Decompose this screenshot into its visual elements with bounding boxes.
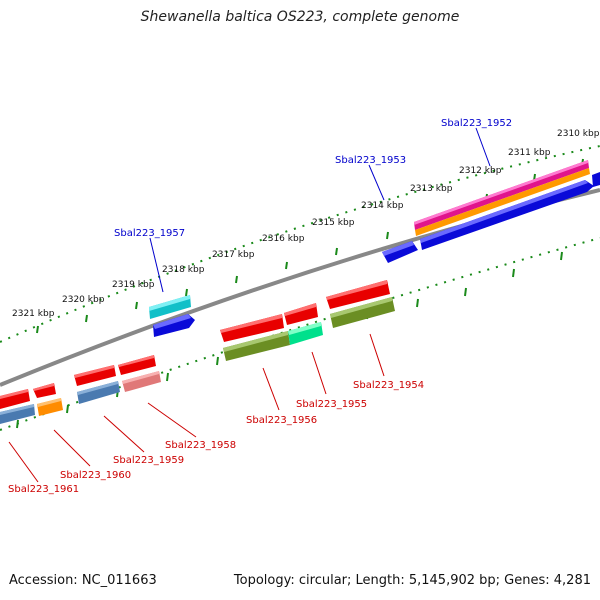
forward-leader-lines xyxy=(149,127,491,293)
gene-feature-red[interactable] xyxy=(118,355,156,375)
tick-label: 2315 kbp xyxy=(312,218,355,228)
reverse-gene-labels: Sbal223_1961 Sbal223_1960 Sbal223_1959 S… xyxy=(8,380,424,495)
gene-label[interactable]: Sbal223_1958 xyxy=(165,440,236,451)
outer-scale-line xyxy=(0,145,600,343)
reverse-features xyxy=(0,280,395,424)
tick-label: 2316 kbp xyxy=(262,234,305,244)
forward-features xyxy=(149,160,600,337)
gene-feature-blue[interactable] xyxy=(592,172,600,187)
reverse-leader-lines xyxy=(8,333,385,483)
gene-label[interactable]: Sbal223_1961 xyxy=(8,484,79,495)
accession-text: Accession: NC_011663 xyxy=(9,573,157,588)
tick-label: 2320 kbp xyxy=(62,295,105,305)
map-title: Shewanella baltica OS223, complete genom… xyxy=(140,9,460,25)
tick-label: 2321 kbp xyxy=(12,309,55,319)
gene-feature-blue[interactable] xyxy=(420,180,594,250)
genome-backbone xyxy=(0,188,600,387)
gene-feature-red[interactable] xyxy=(74,365,116,386)
scale-tick-labels: 2321 kbp 2320 kbp 2319 kbp 2318 kbp 2317… xyxy=(12,129,600,319)
gene-feature-orange[interactable] xyxy=(415,168,590,236)
tick-label: 2312 kbp xyxy=(459,166,502,176)
gene-label[interactable]: Sbal223_1955 xyxy=(296,399,367,410)
gene-label[interactable]: Sbal223_1953 xyxy=(335,155,406,166)
gene-feature-red[interactable] xyxy=(0,389,30,409)
gene-label[interactable]: Sbal223_1957 xyxy=(114,228,185,239)
gene-label[interactable]: Sbal223_1954 xyxy=(353,380,424,391)
tick-label: 2318 kbp xyxy=(162,265,205,275)
tick-label: 2313 kbp xyxy=(410,184,453,194)
genome-summary-text: Topology: circular; Length: 5,145,902 bp… xyxy=(233,573,591,588)
tick-label: 2317 kbp xyxy=(212,250,255,260)
gene-label[interactable]: Sbal223_1956 xyxy=(246,415,317,426)
gene-feature-steel-blue[interactable] xyxy=(0,404,35,424)
gene-feature-olive[interactable] xyxy=(330,297,395,328)
tick-label: 2319 kbp xyxy=(112,280,155,290)
tick-label: 2311 kbp xyxy=(508,148,551,158)
gene-label[interactable]: Sbal223_1959 xyxy=(113,455,184,466)
gene-feature-steel-blue[interactable] xyxy=(77,381,120,404)
gene-feature-light-red[interactable] xyxy=(122,371,161,392)
tick-label: 2314 kbp xyxy=(361,201,404,211)
tick-label: 2310 kbp xyxy=(557,129,600,139)
gene-label[interactable]: Sbal223_1960 xyxy=(60,470,131,481)
gene-label[interactable]: Sbal223_1952 xyxy=(441,118,512,129)
forward-gene-labels: Sbal223_1957 Sbal223_1953 Sbal223_1952 xyxy=(114,118,512,239)
